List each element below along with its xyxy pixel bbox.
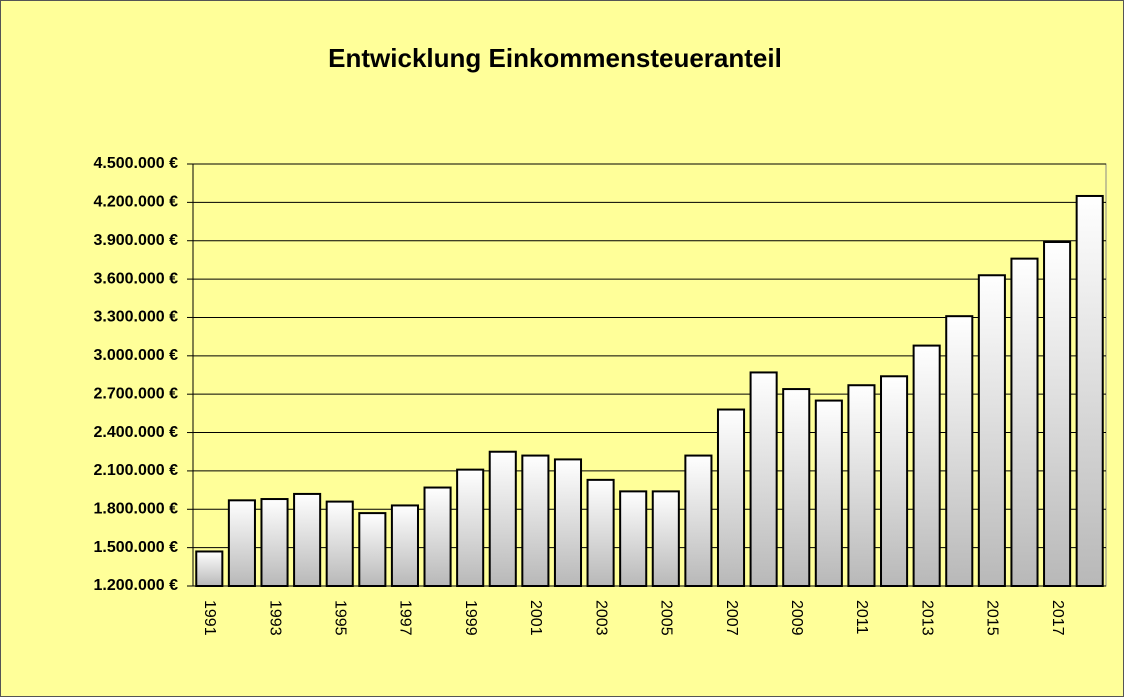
bar [456, 468, 485, 588]
bar [521, 454, 550, 587]
bar [716, 408, 746, 588]
bar [325, 500, 354, 588]
y-tick-label: 4.200.000 € [93, 194, 178, 211]
x-tick-label: 2013 [918, 600, 935, 636]
bar [814, 399, 843, 587]
bar [260, 498, 289, 587]
bar [847, 384, 876, 588]
x-tick-label: 2017 [1049, 600, 1066, 636]
y-tick-label: 2.700.000 € [93, 385, 178, 402]
x-tick-label: 2005 [658, 600, 675, 636]
bar [749, 371, 778, 587]
y-tick-label: 3.000.000 € [93, 347, 178, 364]
y-tick-label: 3.900.000 € [93, 232, 178, 249]
y-tick-label: 2.100.000 € [93, 462, 178, 479]
x-tick-label: 2001 [527, 600, 544, 636]
bar [1010, 257, 1039, 587]
bar [227, 499, 256, 587]
x-tick-label: 2009 [788, 600, 805, 636]
y-tick-label: 3.600.000 € [93, 270, 178, 287]
bar [586, 478, 615, 587]
x-tick-label: 1991 [201, 600, 218, 636]
chart-title: Entwicklung Einkommensteueranteil [328, 43, 782, 73]
bar [945, 315, 974, 587]
bar [1043, 241, 1072, 587]
bar [619, 490, 648, 587]
bar [651, 490, 680, 587]
x-tick-label: 1997 [397, 600, 414, 636]
y-tick-label: 1.200.000 € [93, 577, 178, 594]
y-tick-label: 2.400.000 € [93, 424, 178, 441]
bar [293, 492, 322, 587]
x-tick-label: 2007 [723, 600, 740, 636]
bar [1075, 194, 1104, 587]
bar [912, 344, 941, 588]
bar [684, 454, 713, 587]
x-tick-label: 1999 [462, 600, 479, 636]
bar [553, 458, 583, 587]
bar [195, 550, 224, 587]
bar [358, 512, 387, 587]
y-tick-label: 4.500.000 € [93, 155, 178, 172]
y-tick-label: 3.300.000 € [93, 309, 178, 326]
bar [977, 274, 1006, 587]
y-tick-label: 1.800.000 € [93, 500, 178, 517]
x-tick-label: 1995 [331, 600, 348, 636]
bar [423, 486, 452, 587]
y-tick-label: 1.500.000 € [93, 539, 178, 556]
bar [880, 375, 909, 587]
bar [488, 450, 517, 587]
x-tick-label: 1993 [266, 600, 283, 636]
bar [390, 504, 419, 588]
x-tick-label: 2015 [984, 600, 1001, 636]
x-tick-label: 2003 [592, 600, 609, 636]
bar [782, 388, 811, 588]
x-tick-label: 2011 [853, 600, 870, 635]
